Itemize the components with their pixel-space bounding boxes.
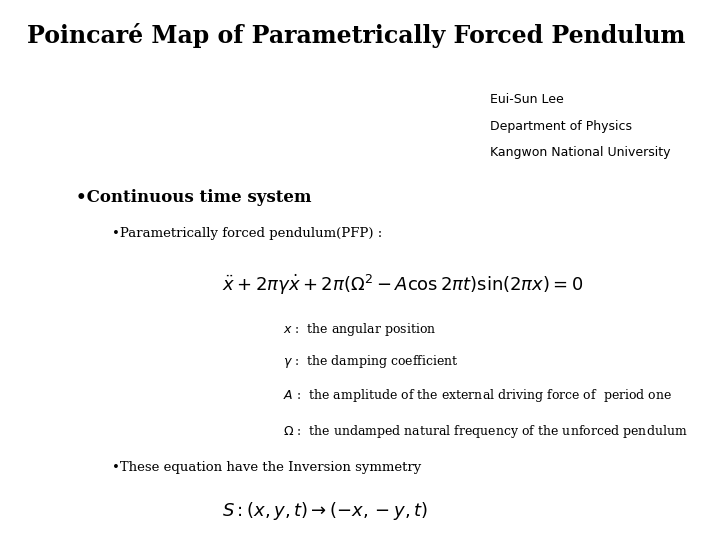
Text: Department of Physics: Department of Physics xyxy=(490,119,631,133)
Text: •These equation have the Inversion symmetry: •These equation have the Inversion symme… xyxy=(112,461,422,474)
Text: •Parametrically forced pendulum(PFP) :: •Parametrically forced pendulum(PFP) : xyxy=(112,227,382,240)
Text: $x$ :  the angular position: $x$ : the angular position xyxy=(283,321,436,338)
Text: $S:(x,y,t)\rightarrow(-x,-y,t)$: $S:(x,y,t)\rightarrow(-x,-y,t)$ xyxy=(222,500,428,522)
Text: Kangwon National University: Kangwon National University xyxy=(490,146,670,159)
Text: $\Omega$ :  the undamped natural frequency of the unforced pendulum: $\Omega$ : the undamped natural frequenc… xyxy=(283,423,688,440)
Text: $\ddot{x}+2\pi\gamma\dot{x}+2\pi(\Omega^{2}-A\cos 2\pi t)\sin(2\pi x)=0$: $\ddot{x}+2\pi\gamma\dot{x}+2\pi(\Omega^… xyxy=(222,273,583,297)
Text: •Continuous time system: •Continuous time system xyxy=(76,190,312,206)
Text: Poincaré Map of Parametrically Forced Pendulum: Poincaré Map of Parametrically Forced Pe… xyxy=(27,23,685,48)
Text: $\gamma$ :  the damping coefficient: $\gamma$ : the damping coefficient xyxy=(283,353,459,370)
Text: $A$ :  the amplitude of the external driving force of  period one: $A$ : the amplitude of the external driv… xyxy=(283,387,672,403)
Text: Eui-Sun Lee: Eui-Sun Lee xyxy=(490,93,564,106)
